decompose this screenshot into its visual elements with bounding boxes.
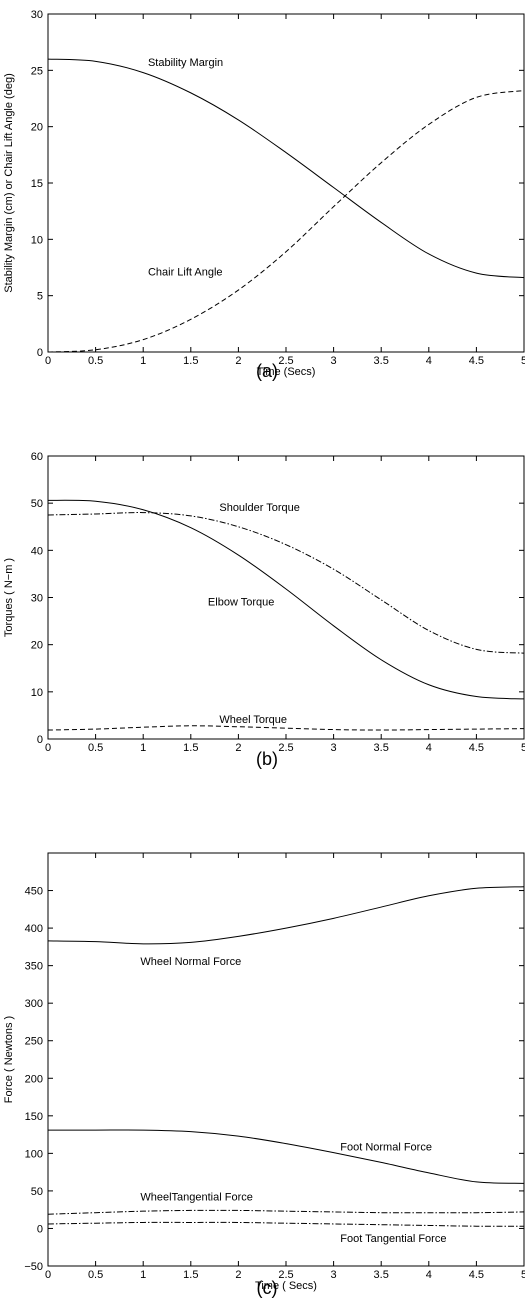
x-tick-label-a: 5 <box>521 355 525 367</box>
y-tick-label-c: 150 <box>25 1111 43 1123</box>
y-axis-label-c: Force ( Newtons ) <box>3 1016 15 1103</box>
series-line-c-1 <box>47 1129 525 1184</box>
y-tick-label-c: 50 <box>31 1186 43 1198</box>
x-tick-label-a: 2.5 <box>278 355 293 367</box>
panel-caption-c: (c) <box>257 1278 278 1298</box>
y-tick-label-b: 0 <box>37 734 43 746</box>
x-tick-label-b: 3.5 <box>374 742 389 754</box>
annotation-a-0: Stability Margin <box>148 57 223 69</box>
x-tick-label-b: 0.5 <box>88 742 103 754</box>
x-tick-label-b: 2 <box>235 742 241 754</box>
x-tick-label-a: 0 <box>45 355 51 367</box>
x-tick-label-b: 1 <box>140 742 146 754</box>
plot-frame-a <box>47 13 525 353</box>
panel-caption-b: (b) <box>256 749 278 769</box>
y-tick-label-b: 20 <box>31 640 43 652</box>
x-tick-label-c: 4.5 <box>469 1269 484 1281</box>
y-tick-label-c: 0 <box>37 1223 43 1235</box>
series-line-b-2 <box>47 725 525 731</box>
y-tick-label-b: 30 <box>31 593 43 605</box>
x-tick-label-a: 4 <box>426 355 432 367</box>
x-tick-label-a: 4.5 <box>469 355 484 367</box>
y-tick-label-a: 5 <box>37 291 43 303</box>
y-tick-label-b: 50 <box>31 498 43 510</box>
x-tick-label-b: 0 <box>45 742 51 754</box>
y-tick-label-c: 300 <box>25 998 43 1010</box>
annotation-c-3: Foot Tangential Force <box>340 1233 446 1245</box>
series-line-a-0 <box>47 58 525 279</box>
annotation-c-0: Wheel Normal Force <box>140 956 241 968</box>
x-tick-label-b: 5 <box>521 742 525 754</box>
x-tick-label-c: 2 <box>235 1269 241 1281</box>
x-tick-label-b: 1.5 <box>183 742 198 754</box>
x-axis-label-c: Time ( Secs) <box>255 1280 317 1292</box>
plot-frame-b <box>47 455 525 740</box>
annotation-c-2: WheelTangential Force <box>140 1192 253 1204</box>
series-line-b-0 <box>47 512 525 654</box>
y-tick-label-a: 15 <box>31 178 43 190</box>
y-tick-label-c: 250 <box>25 1036 43 1048</box>
y-tick-label-a: 10 <box>31 234 43 246</box>
x-tick-label-a: 0.5 <box>88 355 103 367</box>
y-tick-label-c: −50 <box>24 1261 43 1273</box>
x-tick-label-c: 2.5 <box>278 1269 293 1281</box>
annotation-b-0: Shoulder Torque <box>219 502 300 514</box>
series-line-b-1 <box>47 499 525 700</box>
x-tick-label-a: 3.5 <box>374 355 389 367</box>
y-tick-label-c: 100 <box>25 1148 43 1160</box>
annotation-b-1: Elbow Torque <box>208 597 274 609</box>
annotation-c-1: Foot Normal Force <box>340 1141 432 1153</box>
y-tick-label-a: 0 <box>37 347 43 359</box>
x-tick-label-b: 3 <box>331 742 337 754</box>
y-tick-label-b: 40 <box>31 545 43 557</box>
y-tick-label-b: 60 <box>31 451 43 463</box>
y-axis-label-a: Stability Margin (cm) or Chair Lift Angl… <box>3 73 15 292</box>
series-line-c-0 <box>47 886 525 945</box>
x-tick-label-c: 0.5 <box>88 1269 103 1281</box>
x-tick-label-b: 2.5 <box>278 742 293 754</box>
x-axis-label-a: Time (Secs) <box>257 366 316 378</box>
y-tick-label-a: 30 <box>31 9 43 21</box>
y-tick-label-c: 450 <box>25 886 43 898</box>
plot-frame-c <box>47 852 525 1267</box>
y-axis-label-b: Torques ( N−m ) <box>3 558 15 637</box>
x-tick-label-a: 1.5 <box>183 355 198 367</box>
x-tick-label-c: 5 <box>521 1269 525 1281</box>
x-tick-label-c: 1.5 <box>183 1269 198 1281</box>
x-tick-label-c: 3 <box>331 1269 337 1281</box>
x-tick-label-c: 0 <box>45 1269 51 1281</box>
series-line-c-3 <box>47 1221 525 1227</box>
x-tick-label-c: 1 <box>140 1269 146 1281</box>
y-tick-label-a: 25 <box>31 65 43 77</box>
x-tick-label-a: 2 <box>235 355 241 367</box>
y-tick-label-c: 400 <box>25 923 43 935</box>
series-line-c-2 <box>47 1209 525 1215</box>
y-tick-label-c: 200 <box>25 1073 43 1085</box>
panel-caption-a: (a) <box>256 361 278 381</box>
annotation-a-1: Chair Lift Angle <box>148 266 223 278</box>
x-tick-label-c: 4 <box>426 1269 432 1281</box>
y-tick-label-a: 20 <box>31 122 43 134</box>
y-tick-label-b: 10 <box>31 687 43 699</box>
x-tick-label-a: 1 <box>140 355 146 367</box>
x-tick-label-b: 4.5 <box>469 742 484 754</box>
x-tick-label-a: 3 <box>331 355 337 367</box>
annotation-b-2: Wheel Torque <box>219 714 287 726</box>
series-line-a-1 <box>47 90 525 353</box>
x-tick-label-b: 4 <box>426 742 432 754</box>
y-tick-label-c: 350 <box>25 961 43 973</box>
x-tick-label-c: 3.5 <box>374 1269 389 1281</box>
